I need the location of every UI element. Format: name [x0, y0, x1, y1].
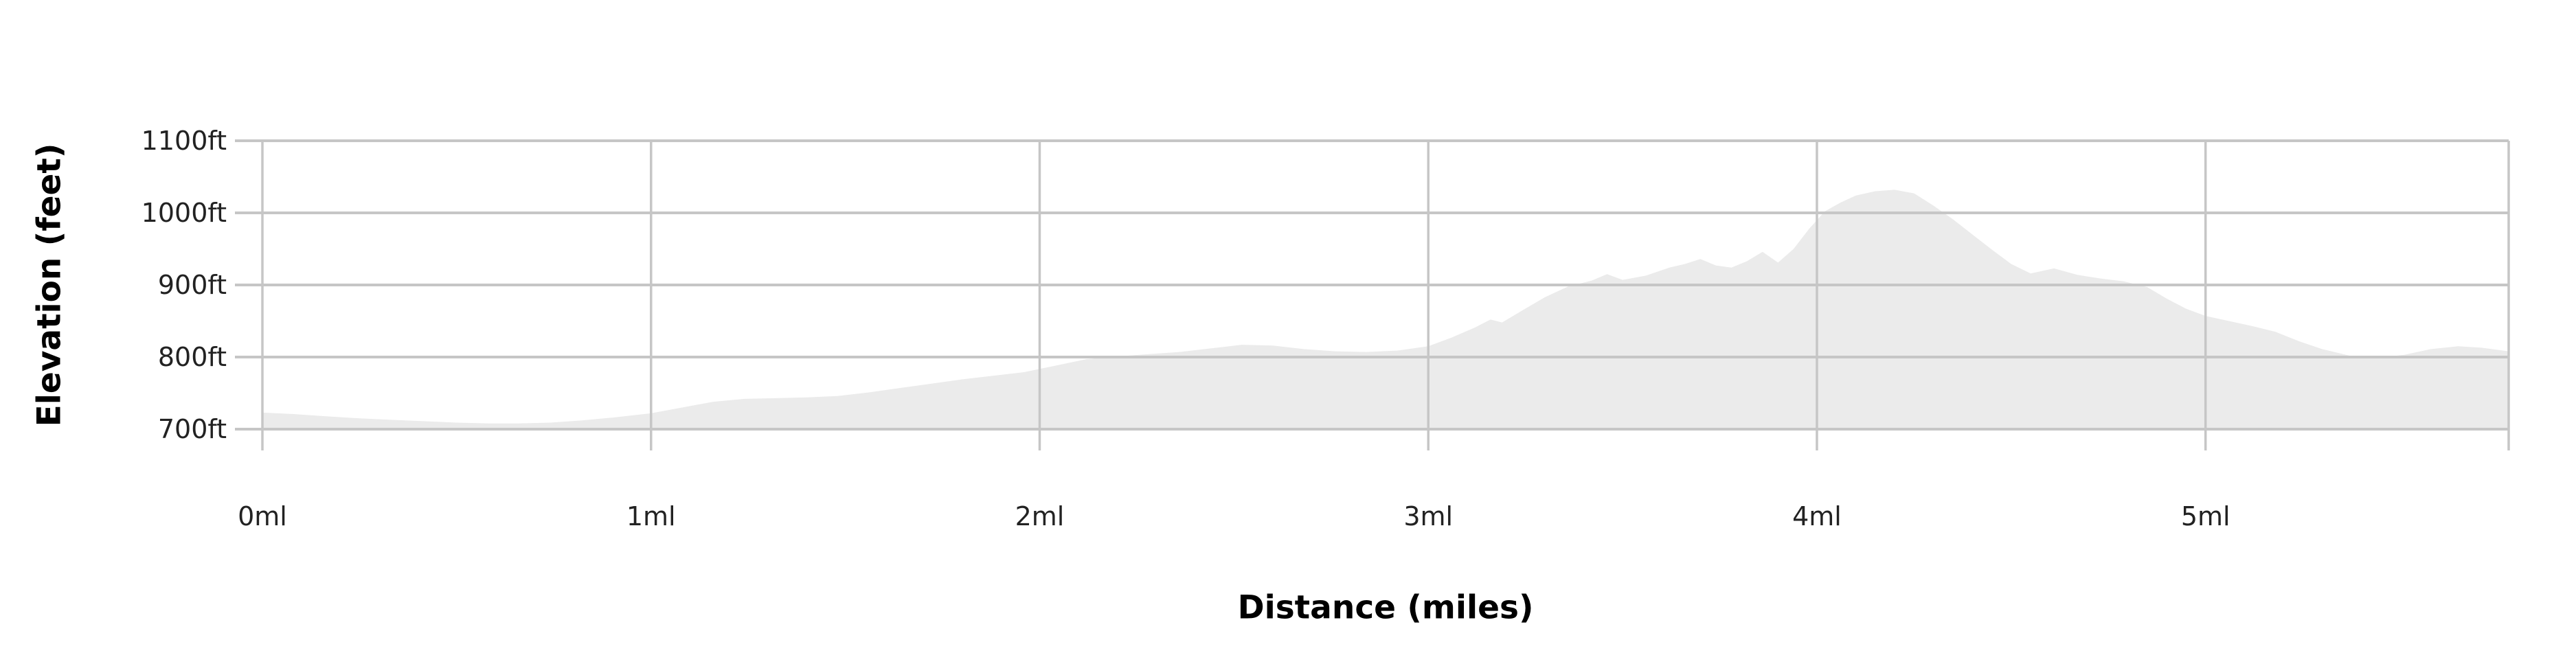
x-tick-label-5: 5ml: [2181, 501, 2230, 531]
elevation-area: [262, 190, 2509, 429]
x-tick-label-2: 2ml: [1015, 501, 1065, 531]
x-tick-label-0: 0ml: [238, 501, 287, 531]
y-tick-label-1100: 1100ft: [142, 126, 227, 156]
x-tick-label-3: 3ml: [1403, 501, 1453, 531]
x-axis-title: Distance (miles): [1237, 588, 1534, 627]
x-tick-label-1: 1ml: [626, 501, 676, 531]
y-axis-title: Elevation (feet): [30, 143, 69, 427]
y-tick-label-700: 700ft: [158, 414, 227, 444]
y-tick-label-1000: 1000ft: [142, 198, 227, 228]
y-tick-label-800: 800ft: [158, 342, 227, 372]
x-tick-label-4: 4ml: [1792, 501, 1842, 531]
y-tick-label-900: 900ft: [158, 270, 227, 300]
